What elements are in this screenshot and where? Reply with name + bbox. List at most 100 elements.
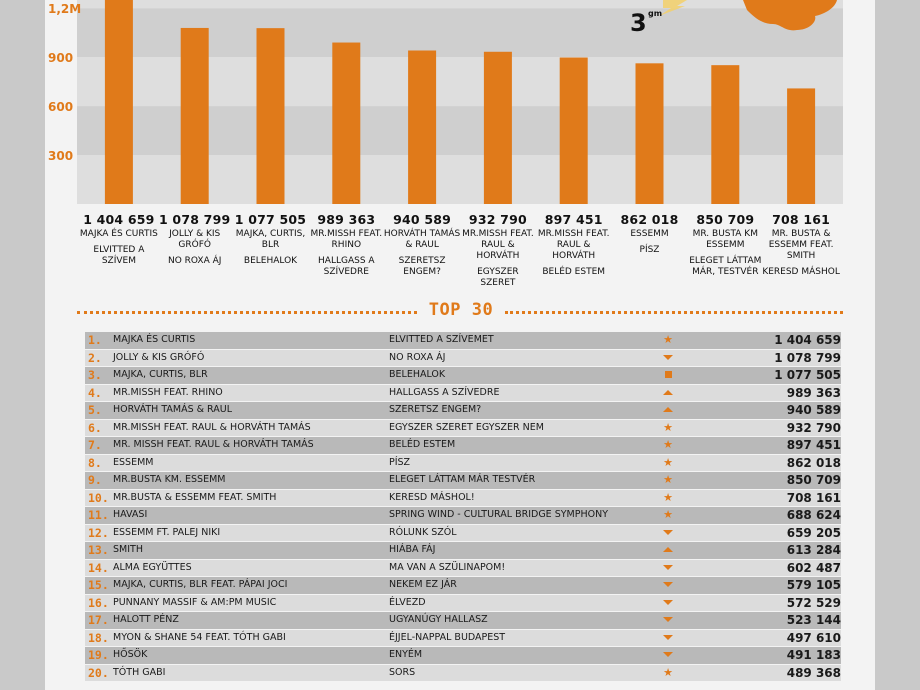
bar-artist-label: Mr. Busta & Essemm feat. Smith	[768, 229, 834, 261]
bar-value-label: 1 078 799	[158, 212, 231, 227]
bar-song-label: Belehalok	[243, 256, 298, 266]
bar-value-label: 932 790	[468, 212, 527, 227]
table-row: 18. Myon & Shane 54 feat. Tóth Gabi Éjjel-…	[85, 629, 841, 646]
song-title: Nekem ez jár	[389, 579, 457, 590]
artist-name: Majka és Curtis	[113, 334, 196, 345]
table-row: 19. Hősök Enyém 491 183	[85, 647, 841, 664]
play-count: 940 589	[786, 403, 841, 417]
artist-name: Essemm ft. Palej Niki	[113, 526, 221, 538]
bar-value-label: 850 709	[696, 212, 755, 227]
y-tick-label: 900	[48, 51, 73, 65]
bar-song-label: No Roxa áj	[167, 256, 222, 266]
bar-caption: 708 161 Mr. Busta & Essemm feat. Smith Ker…	[762, 212, 840, 278]
rank-number: 13.	[88, 543, 109, 557]
play-count: 602 487	[786, 560, 841, 575]
trend-star-icon: ★	[663, 333, 673, 346]
table-row: 13. Smith Hiába fáj 613 284	[85, 542, 841, 559]
y-tick-label: 600	[48, 100, 73, 114]
table-row: 4. Mr.Missh feat. Rhino Hallgass a szívedr…	[85, 384, 841, 402]
play-count: 613 284	[786, 543, 841, 557]
rank-number: 9.	[88, 473, 102, 487]
y-tick-label: 1,2M	[48, 2, 81, 16]
badge-number: 3	[630, 9, 647, 37]
bar	[408, 50, 437, 204]
top30-table: 1. Majka és Curtis Elvitted a szívemet ★ 1 4…	[85, 332, 841, 682]
table-row: 12. Essemm ft. Palej Niki Rólunk szól 659 2…	[85, 524, 841, 542]
song-title: Keresd máshol!	[389, 491, 475, 503]
table-row: 14. Alma Együttes Ma van a szülinapom! 602 …	[85, 559, 841, 577]
bar	[483, 51, 512, 204]
artist-name: Mr.Busta & Essemm feat. Smith	[113, 491, 277, 503]
play-count: 523 144	[786, 613, 841, 627]
bar-song-label: Písz	[639, 245, 660, 255]
trend-up-icon	[661, 385, 675, 402]
trend-same-icon	[661, 367, 675, 384]
rank-number: 8.	[88, 455, 102, 470]
bar-song-label: Eleget láttam már, testvér	[689, 256, 762, 277]
badge-superscript: gm	[648, 9, 662, 18]
song-title: Enyém	[389, 649, 423, 660]
play-count: 1 077 505	[774, 368, 841, 382]
rank-number: 14.	[88, 560, 109, 575]
play-count: 897 451	[786, 438, 841, 452]
table-row: 16. Punnany Massif & Am:Pm Music Élvezd 572…	[85, 594, 841, 611]
artist-name: Mr.Busta km. Essemm	[113, 474, 226, 485]
trend-star-icon: ★	[663, 473, 673, 486]
table-row: 2. Jolly & Kis Grófó No Roxa áj 1 078 799	[85, 349, 841, 367]
bar	[104, 0, 133, 204]
trend-star-icon: ★	[663, 455, 673, 469]
bar-value-label: 940 589	[393, 212, 452, 227]
artist-name: Hősök	[113, 649, 148, 660]
y-tick-label: 300	[48, 149, 73, 163]
bar-artist-label: Mr. Busta km Essemm	[692, 229, 758, 250]
rank-number: 12.	[88, 525, 109, 540]
play-count: 989 363	[786, 385, 841, 400]
song-title: Éjjel-nappal Budapest	[389, 631, 506, 643]
bar	[711, 65, 740, 204]
play-count: 688 624	[786, 508, 841, 522]
play-count: 491 183	[786, 648, 841, 662]
bar-caption: 1 078 799 Jolly & Kis Grófó No Roxa áj	[156, 212, 234, 267]
divider-right	[505, 311, 843, 314]
bar-artist-label: Mr.Missh feat. Rhino	[310, 229, 383, 250]
play-count: 659 205	[786, 525, 841, 540]
bar-artist-label: Majka, Curtis, BLR	[235, 229, 306, 250]
song-title: Egyszer szeret egyszer nem	[389, 421, 544, 433]
bar-caption: 897 451 Mr.Missh feat. Raul & Horváth Belé…	[535, 212, 613, 278]
table-row: 3. Majka, Curtis, BLR Belehalok 1 077 505	[85, 367, 841, 384]
bar-song-label: Beléd estem	[542, 267, 606, 277]
table-row: 11. Havasi Spring wind - Cultural Bridge S…	[85, 507, 841, 524]
divider-left	[77, 311, 417, 314]
rank-number: 19.	[88, 648, 109, 662]
trend-down-icon	[661, 525, 675, 542]
artist-name: Majka, Curtis, BLR feat. Pápai Joci	[113, 579, 288, 590]
trend-star-icon: ★	[663, 438, 673, 451]
artist-name: Halott Pénz	[113, 614, 179, 625]
artist-name: Smith	[113, 544, 143, 555]
play-count: 850 709	[786, 473, 841, 487]
play-count: 708 161	[786, 490, 841, 505]
orange-splash-icon	[743, 0, 837, 31]
song-title: No Roxa áj	[389, 351, 446, 363]
bar-artist-label: Mr.Missh feat. Raul & Horváth	[537, 229, 610, 261]
artist-name: Jolly & Kis Grófó	[113, 351, 205, 363]
rank-number: 2.	[88, 350, 102, 365]
song-title: Ugyanúgy hallasz	[389, 614, 488, 625]
song-title: Hallgass a szívedre	[389, 386, 500, 398]
rank-number: 4.	[88, 385, 102, 400]
artist-name: Alma Együttes	[113, 561, 192, 573]
trend-up-icon	[661, 402, 675, 419]
trend-down-icon	[661, 612, 675, 629]
bar-value-label: 989 363	[317, 212, 376, 227]
bar-caption: 940 589 Horváth Tamás & Raul Szeretsz enge…	[383, 212, 461, 278]
trend-down-icon	[661, 560, 675, 577]
play-count: 572 529	[786, 595, 841, 610]
bar-artist-label: Mr.Missh feat. Raul & Horváth	[462, 229, 534, 261]
trend-star-icon: ★	[663, 420, 673, 434]
artist-name: Havasi	[113, 509, 148, 520]
trend-down-icon	[661, 350, 675, 367]
table-row: 7. Mr. Missh feat. Raul & Horváth Tamás Be…	[85, 437, 841, 454]
artist-name: Myon & Shane 54 feat. Tóth Gabi	[113, 631, 286, 643]
bar	[256, 28, 285, 204]
chart-band	[77, 0, 843, 9]
